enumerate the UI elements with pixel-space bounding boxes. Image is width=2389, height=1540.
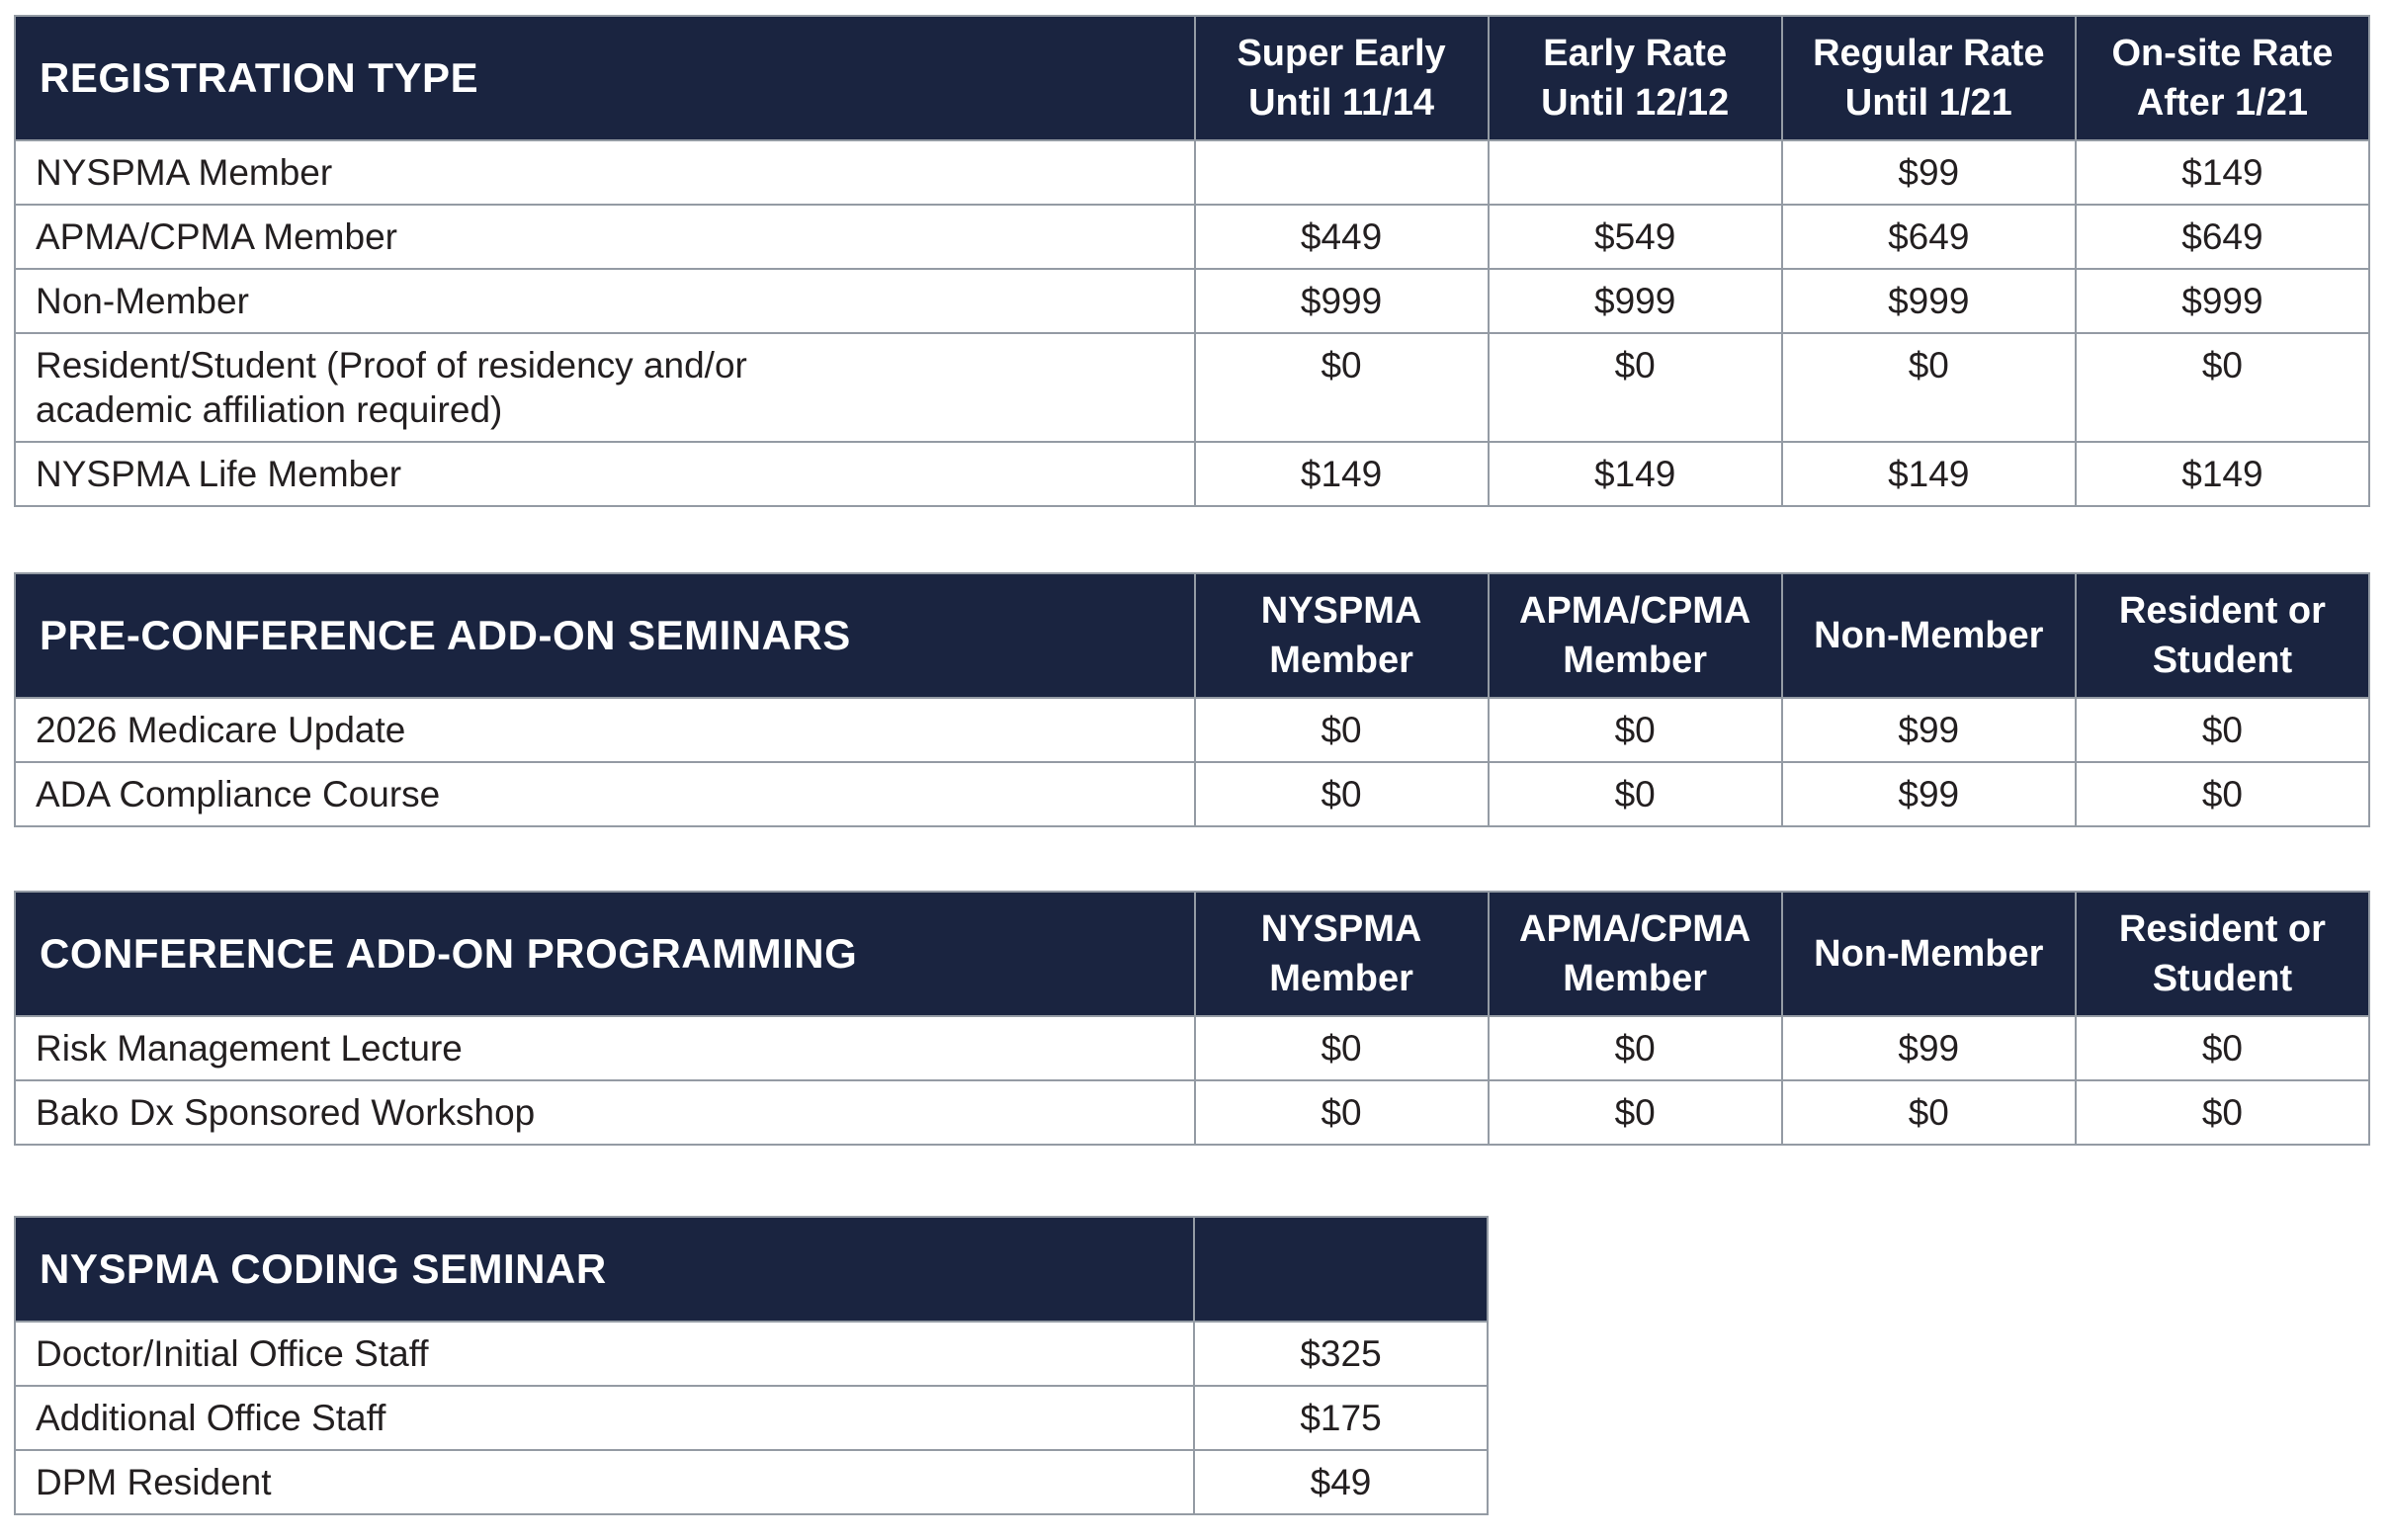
column-header-super-early: Super Early Until 11/14 — [1193, 15, 1490, 141]
header-row: REGISTRATION TYPE Super Early Until 11/1… — [14, 15, 2371, 141]
price-cell: $99 — [1780, 761, 2077, 827]
price-cell: $149 — [1487, 441, 1783, 507]
price-cell — [1487, 139, 1783, 206]
table-row: Risk Management Lecture $0 $0 $99 $0 — [14, 1015, 2371, 1081]
price-cell: $0 — [1487, 761, 1783, 827]
column-header-nyspma-member: NYSPMA Member — [1193, 572, 1490, 699]
price-cell: $149 — [1193, 441, 1490, 507]
row-label: Risk Management Lecture — [14, 1015, 1196, 1081]
row-label: Non-Member — [14, 268, 1196, 334]
row-label: NYSPMA Life Member — [14, 441, 1196, 507]
price-cell: $0 — [1487, 332, 1783, 443]
table-row: APMA/CPMA Member $449 $549 $649 $649 — [14, 204, 2371, 270]
table-row: Non-Member $999 $999 $999 $999 — [14, 268, 2371, 334]
price-cell: $999 — [2074, 268, 2371, 334]
price-cell: $0 — [1193, 697, 1490, 763]
price-cell: $449 — [1193, 204, 1490, 270]
row-label: 2026 Medicare Update — [14, 697, 1196, 763]
table-row: NYSPMA Life Member $149 $149 $149 $149 — [14, 441, 2371, 507]
price-cell: $0 — [1780, 332, 2077, 443]
price-cell: $0 — [2074, 332, 2371, 443]
header-row: PRE-CONFERENCE ADD-ON SEMINARS NYSPMA Me… — [14, 572, 2371, 699]
table-title: PRE-CONFERENCE ADD-ON SEMINARS — [14, 572, 1196, 699]
price-cell — [1193, 139, 1490, 206]
price-cell: $0 — [2074, 1015, 2371, 1081]
price-cell: $0 — [1193, 1079, 1490, 1146]
price-cell: $0 — [1780, 1079, 2077, 1146]
column-header-regular-rate: Regular Rate Until 1/21 — [1780, 15, 2077, 141]
row-label: DPM Resident — [14, 1449, 1195, 1515]
header-row: CONFERENCE ADD-ON PROGRAMMING NYSPMA Mem… — [14, 891, 2371, 1017]
price-cell: $99 — [1780, 139, 2077, 206]
price-cell: $0 — [1193, 1015, 1490, 1081]
price-cell: $0 — [2074, 697, 2371, 763]
price-cell: $175 — [1193, 1385, 1489, 1451]
price-cell: $0 — [1487, 697, 1783, 763]
row-label: NYSPMA Member — [14, 139, 1196, 206]
price-cell: $149 — [2074, 139, 2371, 206]
table-title: CONFERENCE ADD-ON PROGRAMMING — [14, 891, 1196, 1017]
table-row: 2026 Medicare Update $0 $0 $99 $0 — [14, 697, 2371, 763]
price-cell: $0 — [1487, 1015, 1783, 1081]
row-label: Doctor/Initial Office Staff — [14, 1321, 1195, 1387]
header-row: NYSPMA CODING SEMINAR — [14, 1216, 1489, 1323]
column-header-apma-cpma-member: APMA/CPMA Member — [1487, 572, 1783, 699]
price-cell: $999 — [1487, 268, 1783, 334]
price-cell: $649 — [2074, 204, 2371, 270]
table-row: Resident/Student (Proof of residency and… — [14, 332, 2371, 443]
row-label: APMA/CPMA Member — [14, 204, 1196, 270]
price-cell: $49 — [1193, 1449, 1489, 1515]
price-cell: $999 — [1780, 268, 2077, 334]
price-cell: $999 — [1193, 268, 1490, 334]
registration-type-table: REGISTRATION TYPE Super Early Until 11/1… — [14, 15, 2371, 507]
table-row: Additional Office Staff $175 — [14, 1385, 1489, 1451]
column-header-nyspma-member: NYSPMA Member — [1193, 891, 1490, 1017]
table-title: NYSPMA CODING SEMINAR — [14, 1216, 1195, 1323]
price-cell: $149 — [1780, 441, 2077, 507]
price-cell: $149 — [2074, 441, 2371, 507]
column-header-non-member: Non-Member — [1780, 572, 2077, 699]
column-header-apma-cpma-member: APMA/CPMA Member — [1487, 891, 1783, 1017]
price-cell: $325 — [1193, 1321, 1489, 1387]
price-cell: $0 — [1193, 761, 1490, 827]
pre-conference-seminars-table: PRE-CONFERENCE ADD-ON SEMINARS NYSPMA Me… — [14, 572, 2371, 827]
price-cell: $99 — [1780, 1015, 2077, 1081]
price-cell: $549 — [1487, 204, 1783, 270]
column-header-onsite-rate: On-site Rate After 1/21 — [2074, 15, 2371, 141]
table-row: Doctor/Initial Office Staff $325 — [14, 1321, 1489, 1387]
price-cell: $0 — [1193, 332, 1490, 443]
column-header-blank — [1193, 1216, 1489, 1323]
column-header-early-rate: Early Rate Until 12/12 — [1487, 15, 1783, 141]
column-header-resident-student: Resident or Student — [2074, 572, 2371, 699]
row-label: Resident/Student (Proof of residency and… — [14, 332, 1196, 443]
row-label: Bako Dx Sponsored Workshop — [14, 1079, 1196, 1146]
row-label: ADA Compliance Course — [14, 761, 1196, 827]
price-cell: $99 — [1780, 697, 2077, 763]
price-cell: $649 — [1780, 204, 2077, 270]
column-header-non-member: Non-Member — [1780, 891, 2077, 1017]
table-row: Bako Dx Sponsored Workshop $0 $0 $0 $0 — [14, 1079, 2371, 1146]
table-row: DPM Resident $49 — [14, 1449, 1489, 1515]
conference-programming-table: CONFERENCE ADD-ON PROGRAMMING NYSPMA Mem… — [14, 891, 2371, 1146]
column-header-resident-student: Resident or Student — [2074, 891, 2371, 1017]
price-cell: $0 — [2074, 761, 2371, 827]
price-cell: $0 — [2074, 1079, 2371, 1146]
coding-seminar-table: NYSPMA CODING SEMINAR Doctor/Initial Off… — [14, 1216, 1489, 1515]
table-row: NYSPMA Member $99 $149 — [14, 139, 2371, 206]
table-title: REGISTRATION TYPE — [14, 15, 1196, 141]
price-cell: $0 — [1487, 1079, 1783, 1146]
table-row: ADA Compliance Course $0 $0 $99 $0 — [14, 761, 2371, 827]
row-label: Additional Office Staff — [14, 1385, 1195, 1451]
